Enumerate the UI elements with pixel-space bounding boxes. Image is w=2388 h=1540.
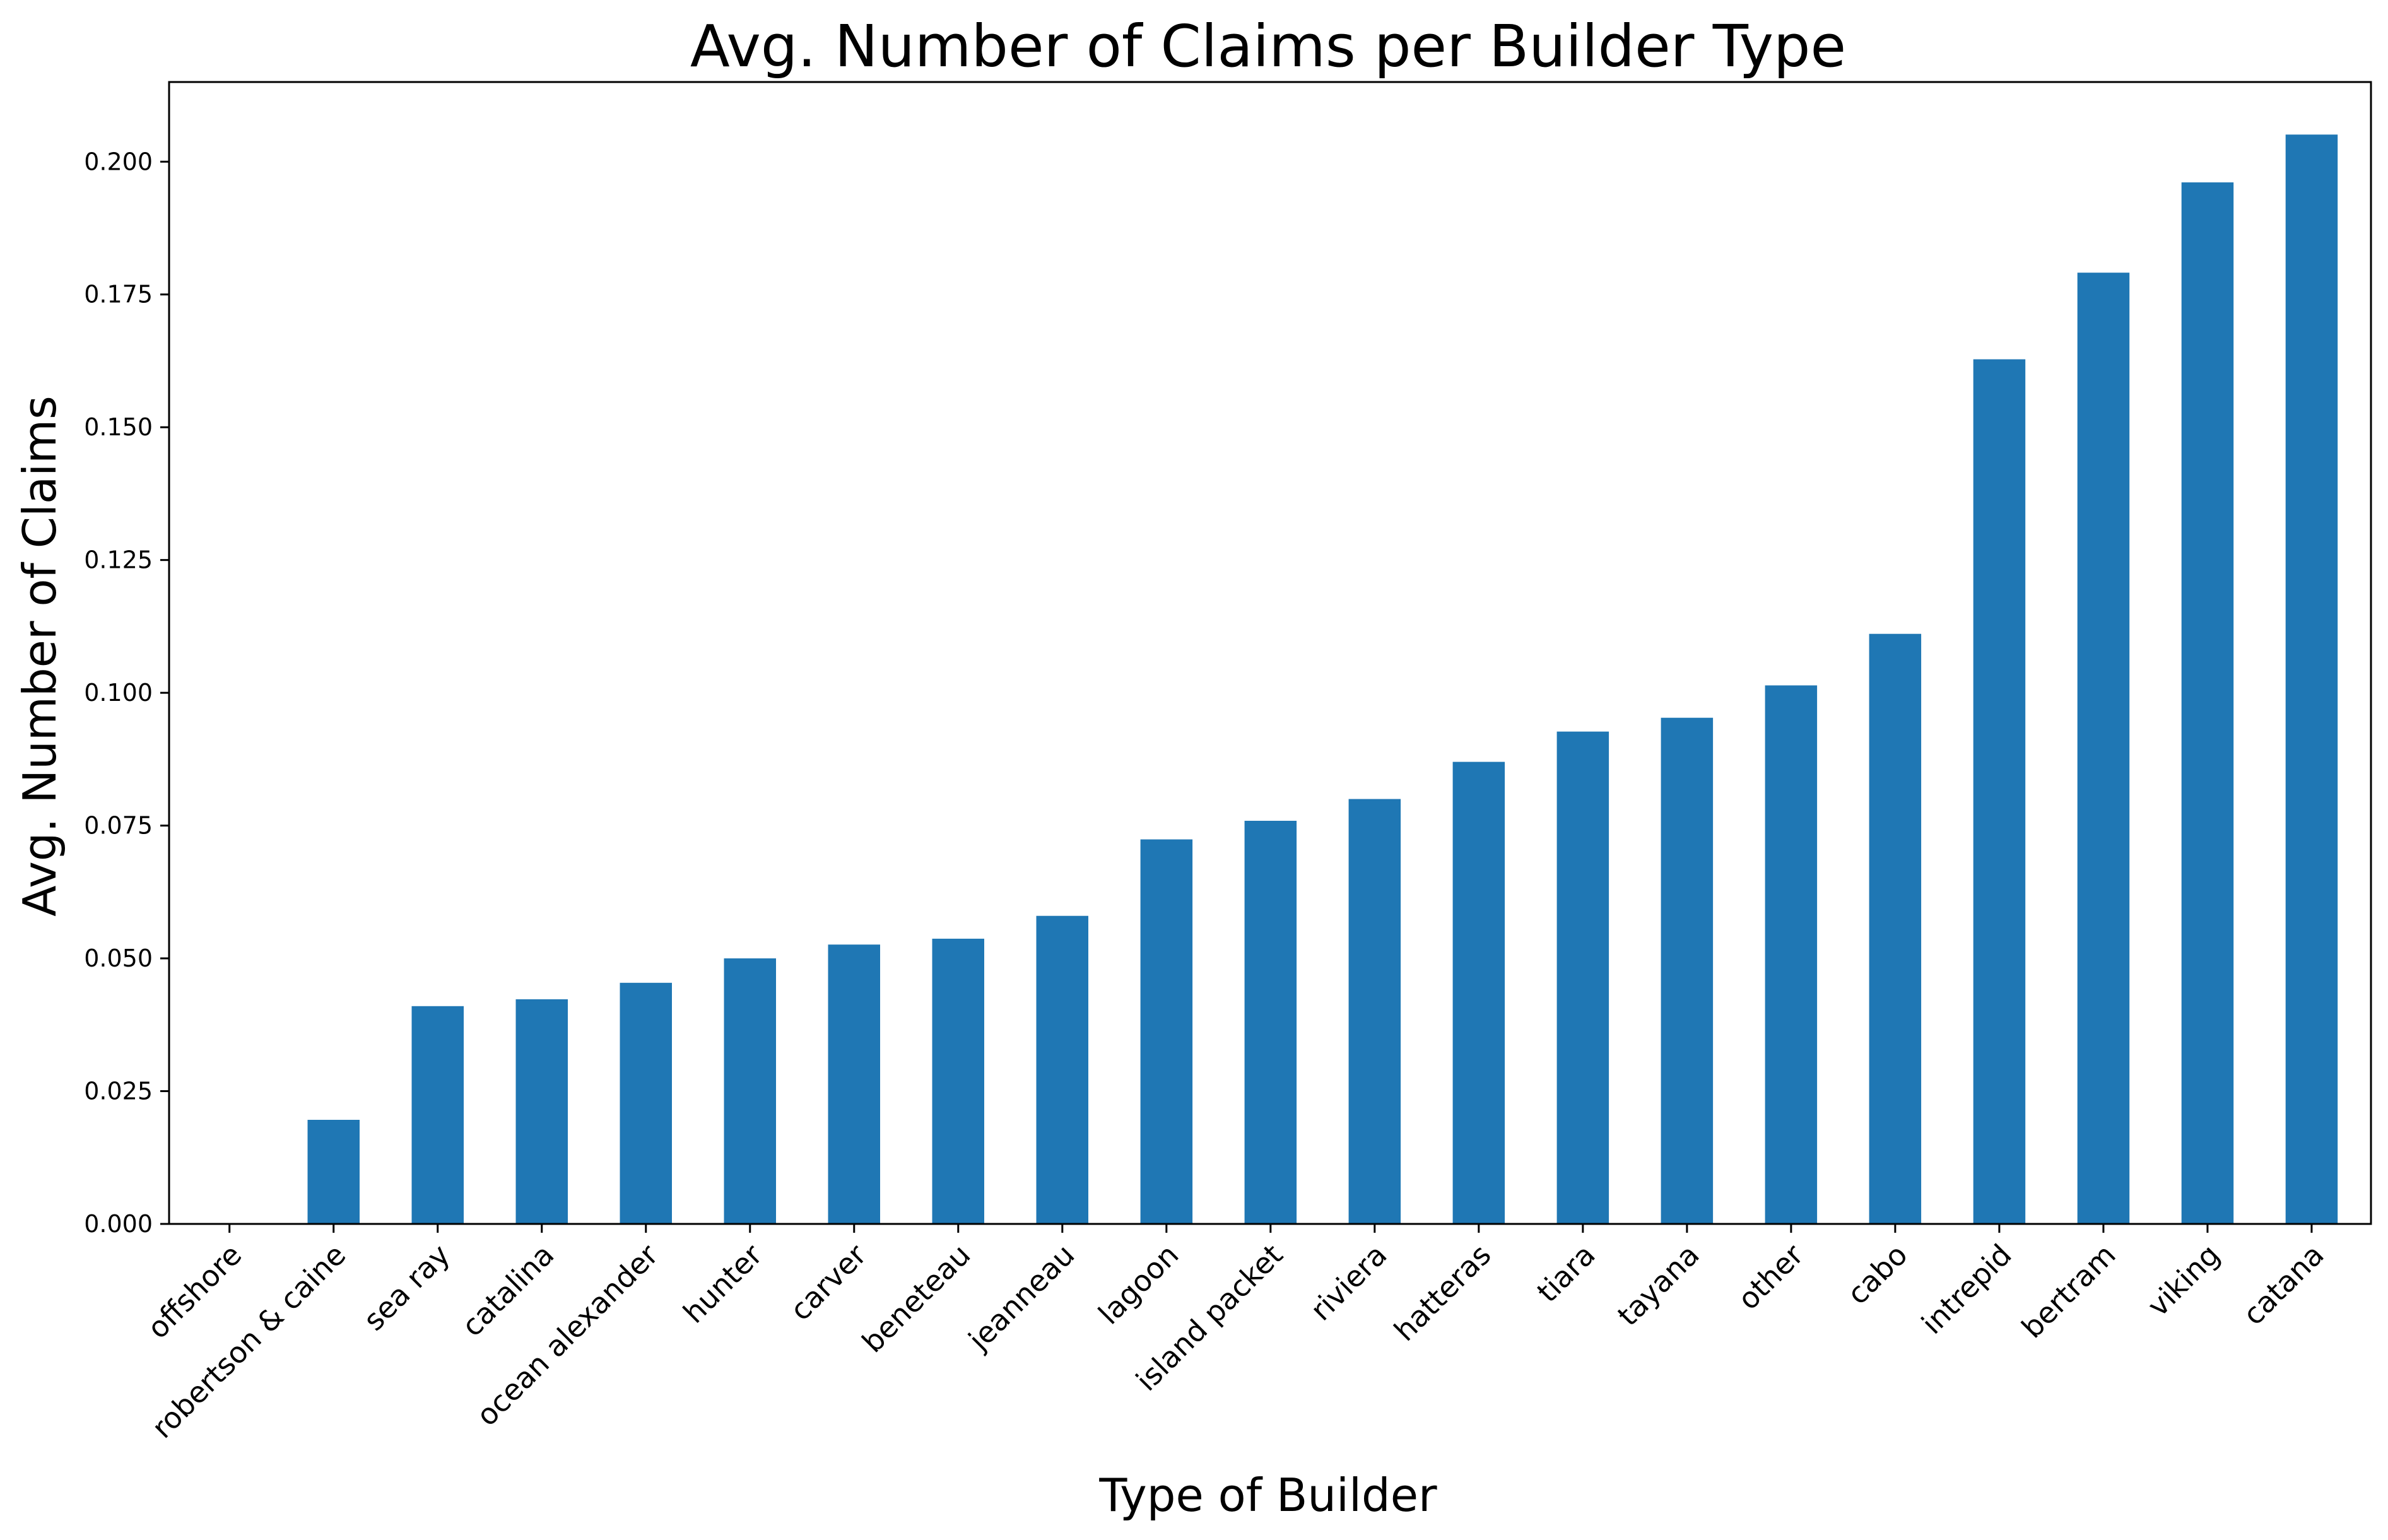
bar-island-packet [1244, 821, 1297, 1224]
x-axis-label: Type of Builder [1098, 1469, 1437, 1522]
y-tick-label: 0.200 [84, 148, 153, 175]
x-tick-label: robertson & caine [145, 1238, 353, 1445]
x-tick-label: sea ray [357, 1238, 457, 1337]
bar-jeanneau [1036, 915, 1088, 1224]
y-tick-label: 0.025 [84, 1078, 153, 1105]
x-tick-label: catalina [455, 1238, 560, 1343]
x-tick-label: viking [2141, 1238, 2226, 1324]
bar-cabo [1869, 633, 1922, 1224]
x-tick-label: bertram [2015, 1238, 2122, 1345]
bar-beneteau [932, 938, 984, 1224]
y-tick-label: 0.100 [84, 679, 153, 707]
bar-bertram [2077, 273, 2130, 1225]
bar-hunter [724, 958, 776, 1224]
plot-frame [168, 81, 2372, 1225]
x-tick-label: hatteras [1387, 1238, 1498, 1348]
y-tick-label: 0.125 [84, 546, 153, 574]
bar-robertson-caine [307, 1120, 360, 1224]
y-tick-label: 0.175 [84, 281, 153, 309]
y-tick-label: 0.150 [84, 413, 153, 441]
y-tick-label: 0.075 [84, 812, 153, 840]
y-axis: 0.000 0.025 0.050 0.075 0.100 0.125 0.150 0.175… [84, 148, 169, 1238]
x-tick-label: hunter [676, 1238, 768, 1330]
x-tick-label: lagoon [1091, 1238, 1185, 1331]
bar-tayana [1661, 717, 1714, 1224]
bars-layer [307, 134, 2338, 1225]
bar-intrepid [1973, 359, 2026, 1224]
x-tick-label: ocean alexander [469, 1238, 664, 1433]
y-tick-label: 0.000 [84, 1210, 153, 1238]
y-axis-label: Avg. Number of Claims [13, 396, 66, 917]
bar-catalina [515, 999, 568, 1224]
bar-tiara [1556, 731, 1609, 1224]
bar-catana [2285, 134, 2338, 1224]
bar-hatteras [1452, 761, 1505, 1224]
bar-viking [2181, 182, 2234, 1225]
chart-title: Avg. Number of Claims per Builder Type [690, 13, 1846, 80]
bar-carver [828, 944, 880, 1224]
bar-sea-ray [411, 1006, 464, 1224]
bar-ocean-alexander [620, 982, 672, 1224]
x-tick-label: tayana [1611, 1238, 1706, 1333]
x-tick-label: beneteau [856, 1238, 977, 1360]
x-tick-label: intrepid [1915, 1238, 2018, 1341]
bar-lagoon [1140, 839, 1193, 1224]
x-tick-label: tiara [1530, 1238, 1601, 1309]
x-tick-label: catana [2236, 1238, 2330, 1332]
bar-other [1765, 685, 1818, 1224]
y-tick-label: 0.050 [84, 944, 153, 972]
x-tick-label: riviera [1303, 1238, 1393, 1327]
x-tick-label: carver [784, 1238, 873, 1327]
x-tick-label: cabo [1840, 1238, 1914, 1312]
x-tick-label: jeanneau [962, 1238, 1081, 1358]
bar-riviera [1348, 799, 1401, 1224]
x-tick-label: other [1731, 1238, 1810, 1317]
x-tick-label: offshore [141, 1238, 249, 1346]
